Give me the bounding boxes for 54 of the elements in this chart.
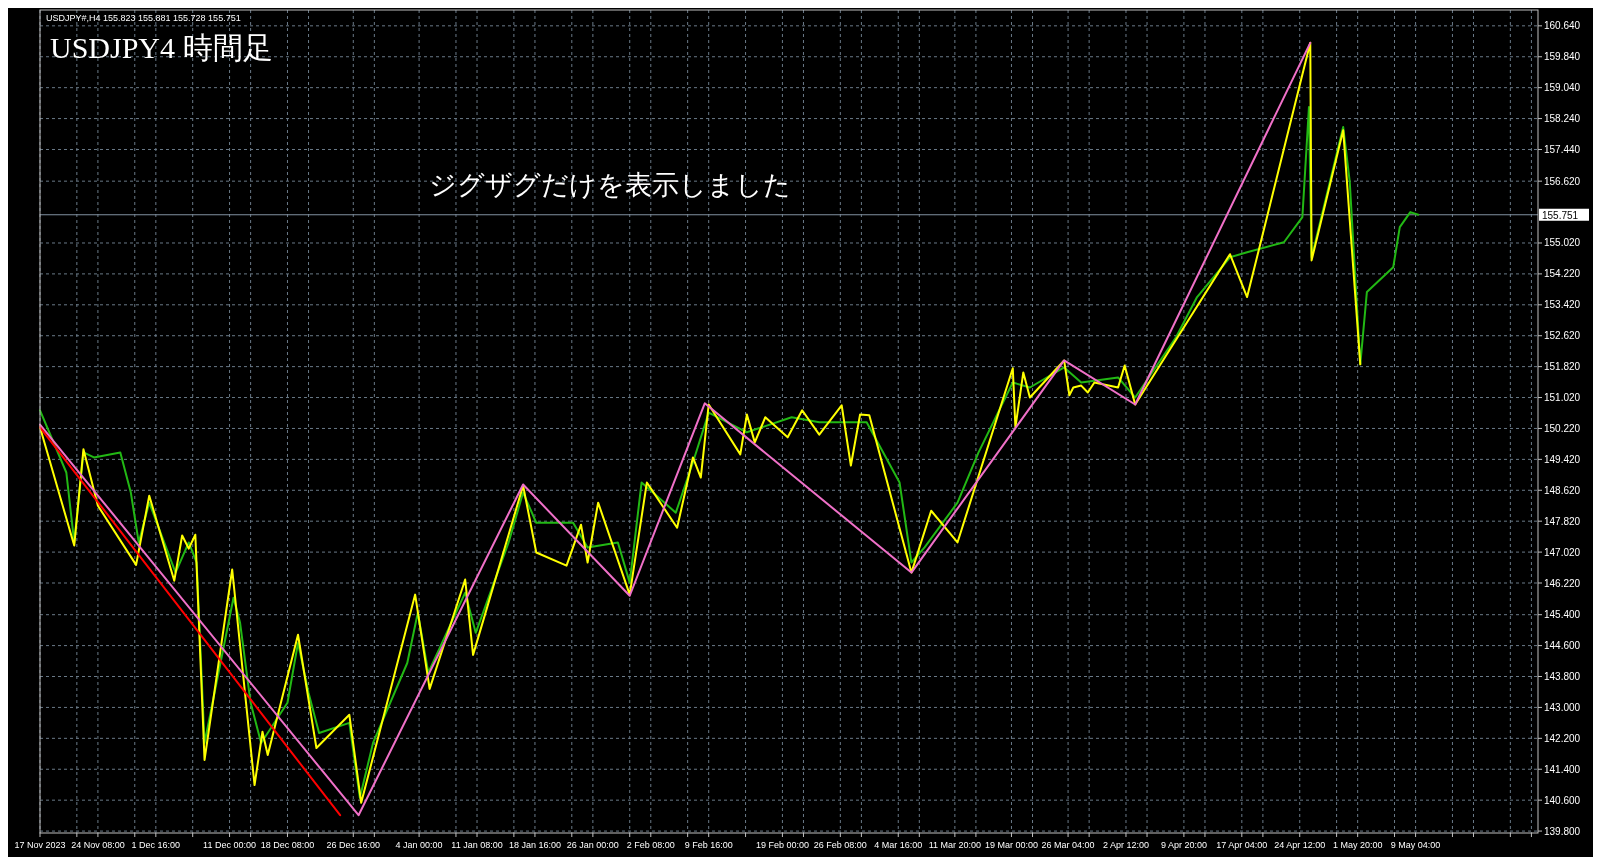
x-tick-label: 1 May 20:00	[1332, 840, 1383, 850]
y-tick-label: 159.040	[1544, 82, 1581, 94]
y-tick-label: 151.820	[1544, 361, 1581, 373]
ref-line-label: 155.751	[1542, 209, 1579, 221]
x-tick-label: 9 May 04:00	[1390, 840, 1441, 850]
y-tick-label: 143.000	[1544, 701, 1581, 713]
y-tick-label: 144.600	[1544, 640, 1581, 652]
x-tick-label: 26 Dec 16:00	[326, 840, 381, 850]
y-tick-label: 139.800	[1544, 825, 1581, 837]
x-tick-label: 4 Jan 00:00	[395, 840, 443, 850]
x-tick-label: 26 Feb 08:00	[813, 840, 867, 850]
y-tick-label: 146.220	[1544, 577, 1581, 589]
x-tick-label: 19 Mar 00:00	[984, 840, 1038, 850]
y-tick-label: 159.840	[1544, 51, 1581, 63]
y-tick-label: 149.420	[1544, 453, 1581, 465]
x-tick-label: 24 Nov 08:00	[71, 840, 125, 850]
y-tick-label: 151.020	[1544, 392, 1581, 404]
x-tick-label: 18 Jan 16:00	[508, 840, 561, 850]
annotation: ジグザグだけを表示しました	[429, 168, 792, 200]
y-tick-label: 154.220	[1544, 268, 1581, 280]
x-tick-label: 18 Dec 08:00	[260, 840, 315, 850]
x-tick-label: 19 Feb 00:00	[755, 840, 809, 850]
y-tick-label: 148.620	[1544, 484, 1581, 496]
x-tick-label: 17 Nov 2023	[14, 840, 66, 850]
y-tick-label: 157.440	[1544, 143, 1581, 155]
y-tick-label: 141.400	[1544, 763, 1581, 775]
y-tick-label: 142.200	[1544, 732, 1581, 744]
x-tick-label: 11 Mar 20:00	[928, 840, 982, 850]
y-tick-label: 147.820	[1544, 515, 1581, 527]
y-tick-label: 156.620	[1544, 175, 1581, 187]
y-tick-label: 150.220	[1544, 422, 1581, 434]
x-tick-label: 26 Jan 00:00	[566, 840, 619, 850]
x-tick-label: 26 Mar 04:00	[1041, 840, 1095, 850]
x-tick-label: 9 Feb 16:00	[684, 840, 733, 850]
x-tick-label: 9 Apr 20:00	[1160, 840, 1207, 850]
y-tick-label: 155.020	[1544, 237, 1581, 249]
y-tick-label: 158.240	[1544, 113, 1581, 125]
y-tick-label: 143.800	[1544, 671, 1581, 683]
x-tick-label: 24 Apr 12:00	[1274, 840, 1326, 850]
text: USDJPY4 時間足	[50, 31, 273, 64]
x-tick-label: 11 Jan 08:00	[451, 840, 503, 850]
x-tick-label: 17 Apr 04:00	[1216, 840, 1268, 850]
y-tick-label: 145.400	[1544, 609, 1581, 621]
x-tick-label: 2 Feb 08:00	[626, 840, 675, 850]
x-tick-label: 1 Dec 16:00	[131, 840, 181, 850]
y-tick-label: 152.620	[1544, 330, 1581, 342]
y-tick-label: 140.600	[1544, 794, 1581, 806]
y-tick-label: 160.640	[1544, 20, 1581, 32]
x-tick-label: 2 Apr 12:00	[1102, 840, 1150, 850]
y-tick-label: 147.020	[1544, 546, 1581, 558]
x-tick-label: 4 Mar 16:00	[874, 840, 923, 850]
x-tick-label: 11 Dec 00:00	[203, 840, 256, 850]
y-tick-label: 153.420	[1544, 299, 1581, 311]
annotation: USDJPY#,H4 155.823 155.881 155.728 155.751	[46, 13, 241, 23]
